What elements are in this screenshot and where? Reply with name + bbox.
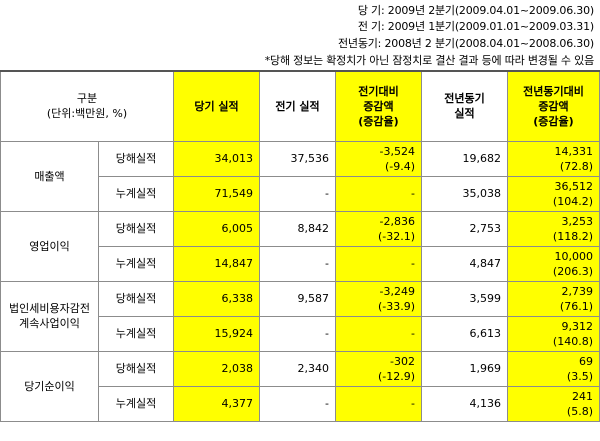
table-row: 누계실적 15,924 - - 6,613 9,312 (140.8): [1, 315, 600, 352]
prior-year-value: 4,136: [421, 385, 508, 422]
previous-value: -: [259, 245, 336, 282]
qoq-change-header: 전기대비 증감액 (증감율): [335, 70, 422, 142]
table-row: 누계실적 14,847 - - 4,847 10,000 (206.3): [1, 245, 600, 282]
previous-period-note: 전 기: 2009년 1분기(2009.01.01~2009.03.31): [357, 20, 594, 33]
prior-year-period-note: 전년동기: 2008년 2 분기(2008.04.01~2008.06.30): [338, 37, 594, 50]
current-header: 당기 실적: [173, 70, 260, 142]
prior-year-value: 6,613: [421, 315, 508, 352]
yoy-change-value: 36,512 (104.2): [507, 175, 600, 212]
qoq-change-value: -: [335, 385, 422, 422]
row-category: 법인세비용자감전 계속사업이익: [0, 280, 99, 352]
qoq-change-value: -: [335, 315, 422, 352]
prior-year-value: 19,682: [421, 140, 508, 177]
row-sublabel: 누계실적: [98, 315, 174, 352]
table-row: 당기순이익 당해실적 2,038 2,340 -302 (-12.9) 1,969…: [0, 350, 600, 422]
table-row: 누계실적 4,377 - - 4,136 241 (5.8): [1, 385, 600, 422]
previous-value: 37,536: [259, 140, 336, 177]
current-value: 4,377: [173, 385, 260, 422]
disclaimer-note: *당해 정보는 확정치가 아닌 잠정치로 결산 결과 등에 따라 변경될 수 있…: [264, 54, 594, 67]
current-value: 6,338: [173, 280, 260, 317]
yoy-change-value: 3,253 (118.2): [507, 210, 600, 247]
current-value: 15,924: [173, 315, 260, 352]
row-category: 매출액: [0, 140, 99, 212]
table-row: 법인세비용자감전 계속사업이익 당해실적 6,338 9,587 -3,249(…: [0, 280, 600, 352]
yoy-change-value: 2,739 (76.1): [507, 280, 600, 317]
row-sublabel: 누계실적: [98, 385, 174, 422]
previous-value: -: [259, 315, 336, 352]
current-value: 6,005: [173, 210, 260, 247]
previous-value: -: [259, 175, 336, 212]
prior-year-value: 2,753: [421, 210, 508, 247]
prior-year-value: 1,969: [421, 350, 508, 387]
table-row: 누계실적 71,549 - - 35,038 36,512 (104.2): [1, 175, 600, 212]
current-period-note: 당 기: 2009년 2분기(2009.04.01~2009.06.30): [357, 4, 594, 17]
row-sublabel: 누계실적: [98, 175, 174, 212]
qoq-change-value: -302 (-12.9): [335, 350, 422, 387]
previous-value: -: [259, 385, 336, 422]
report-period-notes: 당 기: 2009년 2분기(2009.04.01~2009.06.30) 전 …: [0, 0, 600, 70]
qoq-change-value: -: [335, 245, 422, 282]
row-sublabel: 당해실적: [98, 350, 174, 387]
yoy-change-value: 10,000 (206.3): [507, 245, 600, 282]
prior-year-value: 35,038: [421, 175, 508, 212]
qoq-change-value: -3,249 (-33.9): [335, 280, 422, 317]
prior-year-value: 3,599: [421, 280, 508, 317]
previous-value: 9,587: [259, 280, 336, 317]
financial-results-table: 구분 (단위:백만원, %) 당기 실적 전기 실적 전기대비 증감액 (증감율…: [0, 70, 600, 422]
row-category: 영업이익: [0, 210, 99, 282]
yoy-change-value: 69 (3.5): [507, 350, 600, 387]
table-row: 영업이익 당해실적 6,005 8,842 -2,836 (-32.1) 2,75…: [0, 210, 600, 282]
current-value: 14,847: [173, 245, 260, 282]
row-sublabel: 당해실적: [98, 140, 174, 177]
row-category: 당기순이익: [0, 350, 99, 422]
row-sublabel: 당해실적: [98, 210, 174, 247]
qoq-change-value: -: [335, 175, 422, 212]
category-header: 구분 (단위:백만원, %): [0, 70, 174, 142]
current-value: 71,549: [173, 175, 260, 212]
qoq-change-value: -3,524 (-9.4): [335, 140, 422, 177]
row-sublabel: 당해실적: [98, 280, 174, 317]
prior-year-header: 전년동기 실적: [421, 70, 508, 142]
previous-header: 전기 실적: [259, 70, 336, 142]
table-row: 매출액 당해실적 34,013 37,536 -3,524 (-9.4) 19,6…: [0, 140, 600, 212]
current-value: 2,038: [173, 350, 260, 387]
yoy-change-value: 14,331 (72.8): [507, 140, 600, 177]
row-sublabel: 누계실적: [98, 245, 174, 282]
qoq-change-value: -2,836 (-32.1): [335, 210, 422, 247]
previous-value: 2,340: [259, 350, 336, 387]
yoy-change-value: 9,312 (140.8): [507, 315, 600, 352]
yoy-change-value: 241 (5.8): [507, 385, 600, 422]
yoy-change-header: 전년동기대비 증감액 (증감율): [507, 70, 600, 142]
table-header-row: 구분 (단위:백만원, %) 당기 실적 전기 실적 전기대비 증감액 (증감율…: [0, 70, 600, 142]
current-value: 34,013: [173, 140, 260, 177]
prior-year-value: 4,847: [421, 245, 508, 282]
previous-value: 8,842: [259, 210, 336, 247]
